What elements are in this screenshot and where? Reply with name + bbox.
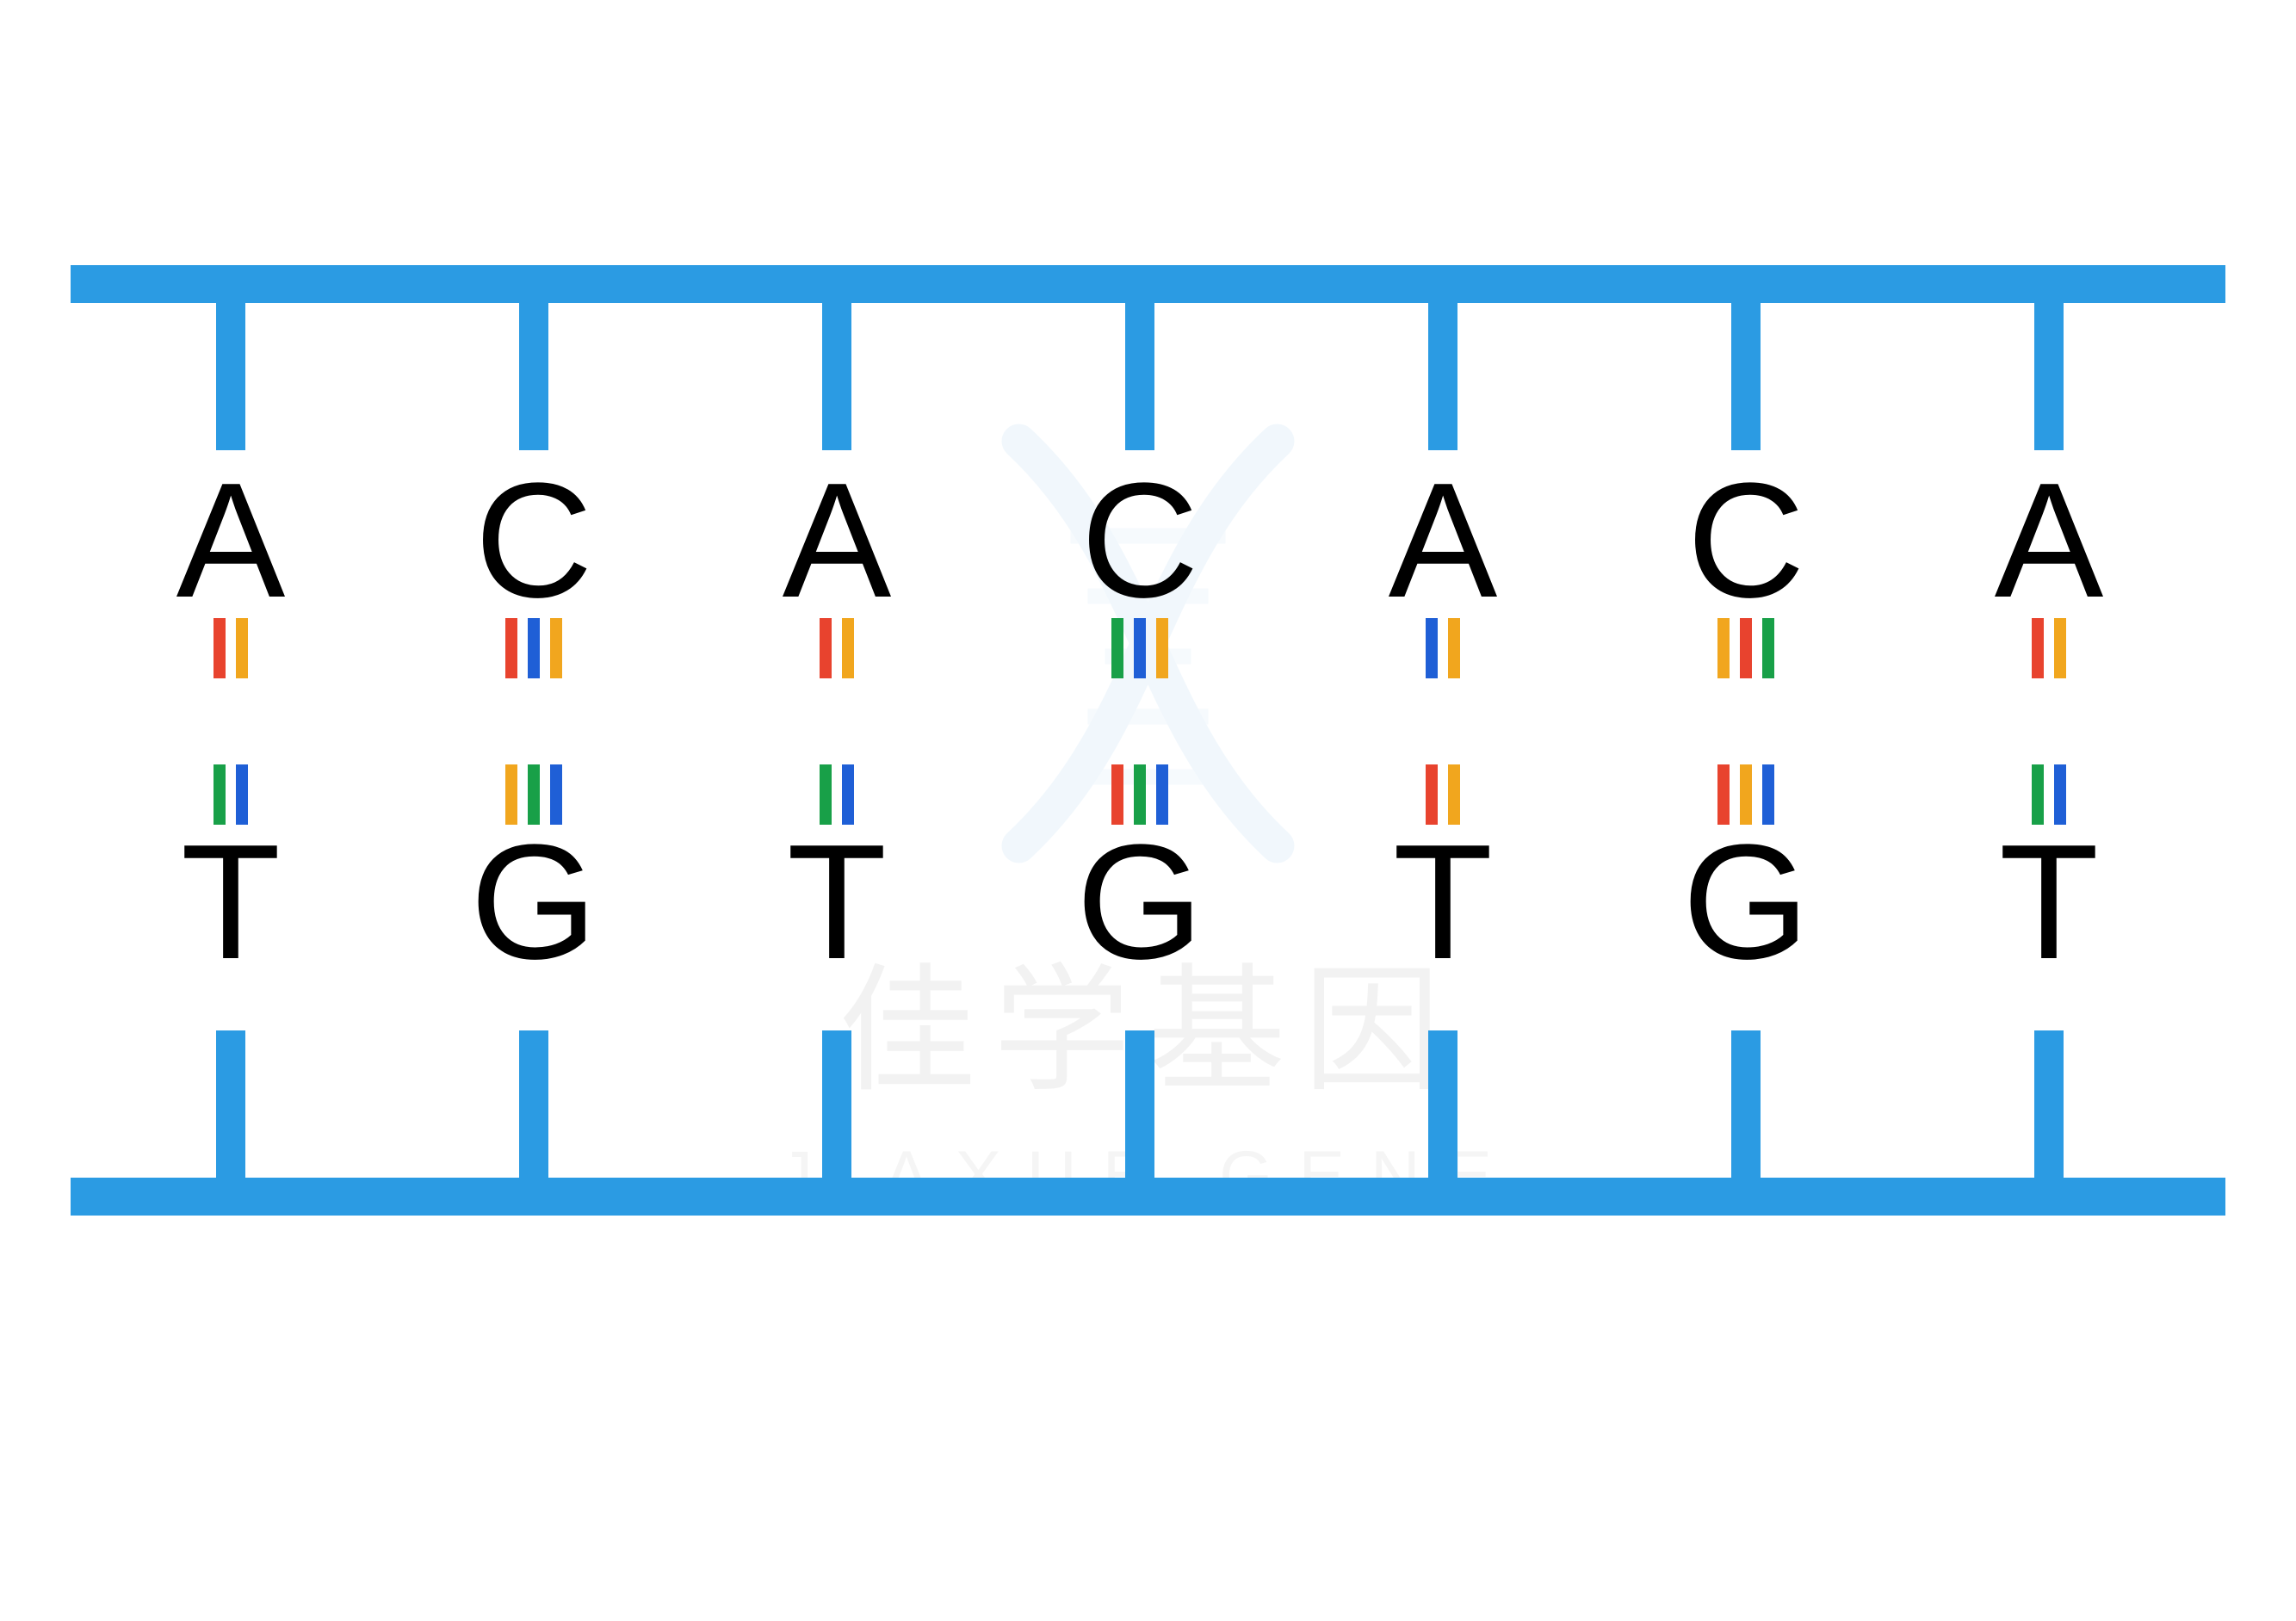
stem-bottom xyxy=(519,1030,548,1216)
base-top: C xyxy=(474,459,592,622)
stem-bottom xyxy=(2034,1030,2064,1216)
base-bottom: G xyxy=(1682,820,1810,984)
stem-top xyxy=(519,265,548,450)
bond-line xyxy=(1156,764,1168,825)
hydrogen-bonds xyxy=(214,618,248,825)
bond-line xyxy=(214,618,226,678)
bond-group-upper xyxy=(1717,618,1774,678)
bond-group-lower xyxy=(820,764,854,825)
bond-line xyxy=(1426,764,1438,825)
stem-top xyxy=(216,265,245,450)
bond-group-upper xyxy=(505,618,562,678)
bond-line xyxy=(1111,618,1123,678)
hydrogen-bonds xyxy=(505,618,562,825)
bond-group-lower xyxy=(214,764,248,825)
bond-group-lower xyxy=(1426,764,1460,825)
base-bottom: T xyxy=(181,820,281,984)
bond-line xyxy=(820,618,832,678)
base-top: C xyxy=(1080,459,1198,622)
bond-group-upper xyxy=(820,618,854,678)
bond-line xyxy=(1740,764,1752,825)
base-pair-column: CG xyxy=(448,265,620,1216)
bond-line xyxy=(1111,764,1123,825)
hydrogen-bonds xyxy=(820,618,854,825)
base-top: C xyxy=(1686,459,1804,622)
base-bottom: T xyxy=(1999,820,2099,984)
bond-line xyxy=(1448,618,1460,678)
stem-top xyxy=(1428,265,1457,450)
base-pair-column: CG xyxy=(1660,265,1832,1216)
bond-line xyxy=(1717,618,1730,678)
hydrogen-bonds xyxy=(1111,618,1168,825)
bond-line xyxy=(1134,618,1146,678)
bond-group-upper xyxy=(214,618,248,678)
bond-group-lower xyxy=(1717,764,1774,825)
bond-group-lower xyxy=(1111,764,1168,825)
bond-group-upper xyxy=(1111,618,1168,678)
dna-ladder-diagram: 佳学基因 JIAXUE GENE ATCGATCGATCGAT xyxy=(0,0,2296,1621)
bond-line xyxy=(1448,764,1460,825)
bond-line xyxy=(1717,764,1730,825)
bond-line xyxy=(2032,764,2044,825)
bond-line xyxy=(1762,764,1774,825)
stem-top xyxy=(1731,265,1761,450)
bond-line xyxy=(1426,618,1438,678)
base-top: A xyxy=(1995,459,2104,622)
bond-group-upper xyxy=(1426,618,1460,678)
base-pair-column: AT xyxy=(1963,265,2135,1216)
base-top: A xyxy=(783,459,892,622)
base-pair-column: AT xyxy=(751,265,923,1216)
bond-line xyxy=(236,618,248,678)
bond-line xyxy=(528,764,540,825)
bond-line xyxy=(2054,618,2066,678)
bond-line xyxy=(842,618,854,678)
base-bottom: G xyxy=(470,820,597,984)
base-bottom: G xyxy=(1076,820,1204,984)
bond-line xyxy=(2054,764,2066,825)
stem-bottom xyxy=(1731,1030,1761,1216)
base-top: A xyxy=(1389,459,1498,622)
base-pair-column: AT xyxy=(1357,265,1529,1216)
bond-line xyxy=(550,764,562,825)
bond-line xyxy=(1134,764,1146,825)
bond-line xyxy=(505,618,517,678)
bond-line xyxy=(1762,618,1774,678)
stem-bottom xyxy=(216,1030,245,1216)
bond-line xyxy=(2032,618,2044,678)
bond-line xyxy=(528,618,540,678)
hydrogen-bonds xyxy=(2032,618,2066,825)
bond-line xyxy=(236,764,248,825)
stem-bottom xyxy=(1125,1030,1154,1216)
stem-bottom xyxy=(1428,1030,1457,1216)
bond-line xyxy=(1740,618,1752,678)
hydrogen-bonds xyxy=(1426,618,1460,825)
bond-line xyxy=(1156,618,1168,678)
base-bottom: T xyxy=(787,820,887,984)
bond-line xyxy=(820,764,832,825)
bond-line xyxy=(214,764,226,825)
base-bottom: T xyxy=(1393,820,1493,984)
bond-group-lower xyxy=(2032,764,2066,825)
base-pair-column: CG xyxy=(1054,265,1226,1216)
hydrogen-bonds xyxy=(1717,618,1774,825)
stem-top xyxy=(2034,265,2064,450)
stem-bottom xyxy=(822,1030,851,1216)
bond-line xyxy=(550,618,562,678)
bond-line xyxy=(842,764,854,825)
base-top: A xyxy=(176,459,286,622)
bond-line xyxy=(505,764,517,825)
stem-top xyxy=(1125,265,1154,450)
bond-group-lower xyxy=(505,764,562,825)
bond-group-upper xyxy=(2032,618,2066,678)
stem-top xyxy=(822,265,851,450)
base-pair-column: AT xyxy=(145,265,317,1216)
